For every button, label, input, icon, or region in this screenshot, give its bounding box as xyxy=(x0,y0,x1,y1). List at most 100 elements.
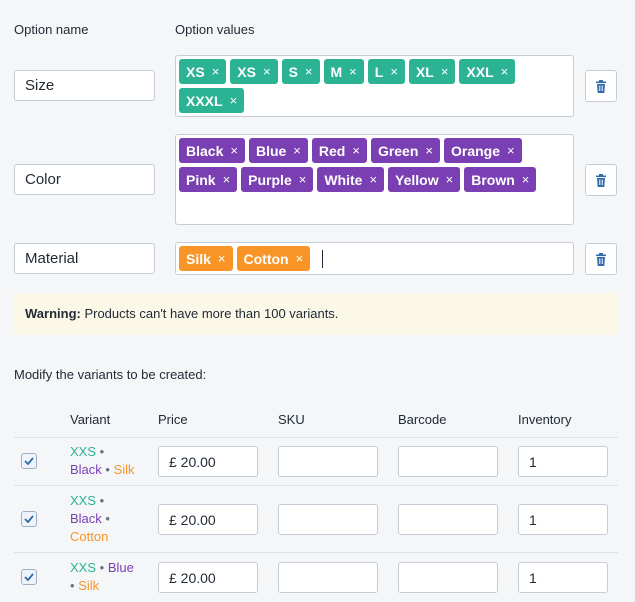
barcode-input[interactable] xyxy=(398,562,498,593)
option-values-input-color[interactable]: Black × Blue × Red × Green × Orange × Pink × Purple ×… xyxy=(175,134,574,225)
remove-tag-icon[interactable]: × xyxy=(352,143,360,158)
remove-tag-icon[interactable]: × xyxy=(298,172,307,187)
barcode-input[interactable] xyxy=(398,446,498,477)
option-value-label: Yellow xyxy=(395,171,439,188)
option-value-label: Blue xyxy=(255,142,287,159)
option-value-tag: M × xyxy=(323,59,364,84)
remove-tag-icon[interactable]: × xyxy=(500,64,509,79)
column-header-sku: SKU xyxy=(278,412,305,427)
remove-tag-icon[interactable]: × xyxy=(507,143,515,158)
option-value-label: XL xyxy=(415,63,434,80)
option-name-input-material[interactable] xyxy=(14,243,155,274)
remove-tag-icon[interactable]: × xyxy=(229,93,238,108)
remove-tag-icon[interactable]: × xyxy=(369,172,378,187)
row-select-checkbox[interactable] xyxy=(21,511,37,527)
variant-label: XXS • Black • Cotton xyxy=(70,492,150,546)
option-values-input-size[interactable]: XS × XS × S × M × L × XL × XXL × XXXL × xyxy=(175,55,574,117)
variant-color: Blue xyxy=(107,560,134,575)
option-values-input-material[interactable]: Silk × Cotton × xyxy=(175,242,574,275)
sku-input[interactable] xyxy=(278,446,378,477)
inventory-input[interactable] xyxy=(518,504,608,535)
variant-size: XXS xyxy=(70,493,97,508)
price-input[interactable] xyxy=(158,504,258,535)
sku-input[interactable] xyxy=(278,504,378,535)
option-value-label: White xyxy=(324,171,363,188)
inventory-input[interactable] xyxy=(518,446,608,477)
column-header-inventory: Inventory xyxy=(518,412,572,427)
option-name-header: Option name xyxy=(14,22,89,37)
option-name-input-color[interactable] xyxy=(14,164,155,195)
option-value-tag: Cotton × xyxy=(236,246,311,271)
delete-option-material-button[interactable] xyxy=(585,243,617,275)
variant-separator: • xyxy=(99,493,105,508)
option-value-tag: L × xyxy=(367,59,405,84)
option-value-tag: XS × xyxy=(230,59,278,84)
variant-label: XXS • Blue • Silk xyxy=(70,559,150,595)
variant-separator: • xyxy=(70,578,75,593)
option-value-tag: White × xyxy=(317,167,385,192)
option-value-label: XXL xyxy=(466,63,494,80)
remove-tag-icon[interactable]: × xyxy=(230,143,238,158)
variant-size: XXS xyxy=(70,444,97,459)
table-divider xyxy=(14,485,618,486)
option-value-label: Red xyxy=(318,142,346,159)
option-value-tag: Green × xyxy=(370,138,440,163)
delete-option-size-button[interactable] xyxy=(585,70,617,102)
price-input[interactable] xyxy=(158,446,258,477)
checkmark-icon xyxy=(24,573,34,581)
variant-color: Black xyxy=(70,511,102,526)
option-value-tag: Yellow × xyxy=(388,167,461,192)
row-select-checkbox[interactable] xyxy=(21,453,37,469)
inventory-input[interactable] xyxy=(518,562,608,593)
remove-tag-icon[interactable]: × xyxy=(390,64,398,79)
remove-tag-icon[interactable]: × xyxy=(211,64,220,79)
trash-icon xyxy=(596,173,606,187)
option-name-input-size[interactable] xyxy=(14,70,155,101)
option-value-tag: XXXL × xyxy=(179,88,245,113)
price-input[interactable] xyxy=(158,562,258,593)
option-value-label: XS xyxy=(186,63,205,80)
variant-size: XXS xyxy=(70,560,97,575)
remove-tag-icon[interactable]: × xyxy=(262,64,271,79)
variant-separator: • xyxy=(105,462,110,477)
option-value-label: S xyxy=(288,63,298,80)
option-value-label: L xyxy=(374,63,384,80)
column-header-barcode: Barcode xyxy=(398,412,447,427)
remove-tag-icon[interactable]: × xyxy=(295,251,304,266)
row-select-checkbox[interactable] xyxy=(21,569,37,585)
option-value-tag: S × xyxy=(281,59,320,84)
variant-material: Silk xyxy=(113,462,135,477)
remove-tag-icon[interactable]: × xyxy=(521,172,530,187)
barcode-input[interactable] xyxy=(398,504,498,535)
option-value-label: Pink xyxy=(186,171,216,188)
option-value-tag: Pink × xyxy=(179,167,238,192)
trash-icon xyxy=(596,252,606,266)
remove-tag-icon[interactable]: × xyxy=(304,64,313,79)
remove-tag-icon[interactable]: × xyxy=(293,143,301,158)
option-value-tag: Silk × xyxy=(179,246,233,271)
delete-option-color-button[interactable] xyxy=(585,164,617,196)
option-value-label: Green xyxy=(377,142,419,159)
option-value-tag: Orange × xyxy=(444,138,522,163)
trash-icon xyxy=(596,79,606,93)
variant-separator: • xyxy=(99,560,105,575)
variant-label: XXS • Black • Silk xyxy=(70,443,150,479)
variant-separator: • xyxy=(105,511,110,526)
option-value-tag: Black × xyxy=(179,138,245,163)
sku-input[interactable] xyxy=(278,562,378,593)
remove-tag-icon[interactable]: × xyxy=(217,251,226,266)
column-header-variant: Variant xyxy=(70,412,111,427)
variants-section-title: Modify the variants to be created: xyxy=(14,367,207,382)
remove-tag-icon[interactable]: × xyxy=(445,172,454,187)
warning-text: Products can't have more than 100 varian… xyxy=(80,306,339,321)
table-divider xyxy=(14,552,618,553)
option-value-tag: Red × xyxy=(311,138,367,163)
option-value-tag: XL × xyxy=(408,59,456,84)
option-value-tag: XS × xyxy=(179,59,227,84)
remove-tag-icon[interactable]: × xyxy=(440,64,449,79)
remove-tag-icon[interactable]: × xyxy=(349,64,357,79)
column-header-price: Price xyxy=(158,412,188,427)
remove-tag-icon[interactable]: × xyxy=(222,172,231,187)
remove-tag-icon[interactable]: × xyxy=(425,143,433,158)
option-value-tag: Blue × xyxy=(248,138,308,163)
